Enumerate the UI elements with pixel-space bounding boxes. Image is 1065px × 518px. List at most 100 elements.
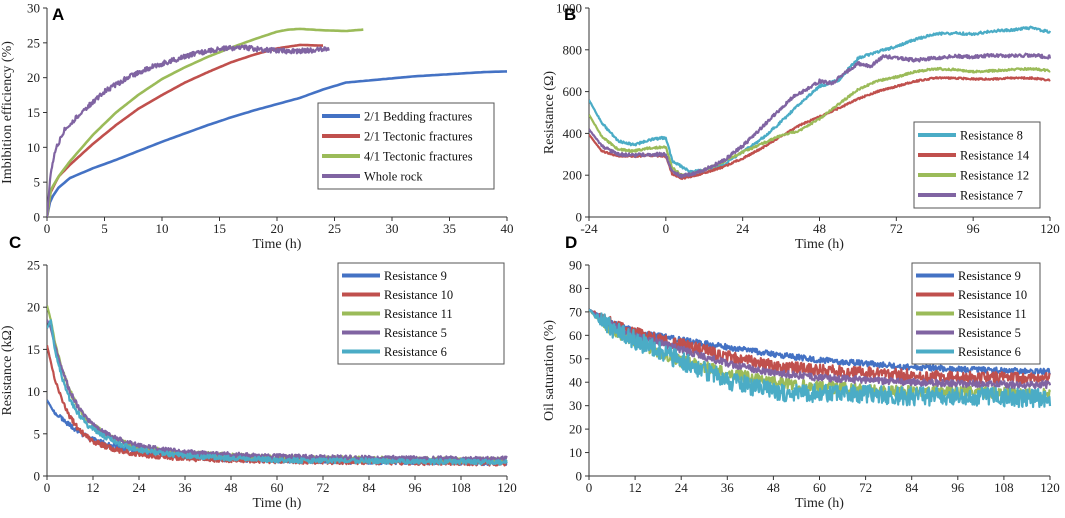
y-axis-label: Oil saturation (%): [542, 320, 557, 421]
y-tick-label: 0: [34, 469, 41, 484]
x-tick-label: 12: [629, 480, 642, 495]
y-tick-label: 40: [569, 375, 582, 390]
x-tick-label: 0: [44, 221, 51, 236]
legend-label: Resistance 12: [960, 169, 1029, 183]
y-tick-label: 50: [569, 351, 582, 366]
panel-letter: A: [52, 5, 64, 24]
x-tick-label: 5: [101, 221, 108, 236]
y-tick-label: 200: [563, 168, 583, 183]
y-tick-label: 30: [569, 398, 582, 413]
series-line-resistance-12: [589, 66, 1051, 177]
legend: Resistance 9 Resistance 10 Resistance 11 Re…: [911, 262, 1041, 365]
y-tick-label: 80: [569, 281, 582, 296]
panel-letter: B: [564, 5, 576, 24]
y-axis-label: Resistance (Ω): [542, 71, 557, 154]
x-tick-label: 40: [501, 221, 514, 236]
x-tick-label: 24: [133, 480, 147, 495]
y-tick-label: 400: [563, 126, 583, 141]
x-tick-label: 84: [363, 480, 377, 495]
y-tick-label: 800: [563, 42, 583, 57]
y-tick-label: 5: [34, 426, 41, 441]
y-tick-label: 25: [27, 258, 40, 273]
legend-label: Resistance 6: [384, 345, 447, 359]
x-tick-label: 0: [44, 480, 51, 495]
x-tick-label: 30: [386, 221, 399, 236]
y-tick-label: 5: [34, 175, 41, 190]
legend-label: Whole rock: [364, 170, 423, 184]
y-tick-label: 20: [27, 300, 40, 315]
series-line-resistance-6: [47, 319, 508, 466]
y-tick-label: 10: [27, 140, 40, 155]
x-tick-label: 12: [87, 480, 100, 495]
y-tick-label: 10: [27, 384, 40, 399]
x-tick-label: 96: [967, 221, 981, 236]
x-axis-label: Time (h): [253, 237, 302, 252]
x-tick-label: 15: [213, 221, 226, 236]
x-tick-label: 35: [443, 221, 456, 236]
chart-panel-a: A 0 5 10 15 20 25 30 35 40 0 5 10 15 20 25 30 Time (h) Imb…: [0, 1, 514, 253]
x-tick-label: -24: [580, 221, 598, 236]
y-tick-label: 20: [27, 70, 40, 85]
x-tick-label: 72: [859, 480, 872, 495]
legend-label: 2/1 Tectonic fractures: [364, 130, 473, 144]
series-line-resistance-7: [589, 52, 1052, 179]
y-tick-label: 600: [563, 84, 583, 99]
legend-label: Resistance 5: [384, 326, 447, 340]
legend-label: Resistance 5: [958, 326, 1021, 340]
x-tick-label: 120: [1040, 221, 1060, 236]
x-tick-label: 120: [1040, 480, 1060, 495]
legend-label: Resistance 11: [958, 307, 1027, 321]
x-tick-label: 48: [225, 480, 238, 495]
y-tick-label: 0: [576, 210, 583, 225]
series-line-2-1-bedding-fractures: [47, 70, 508, 217]
plot-area: [589, 25, 1052, 181]
legend-label: Resistance 9: [958, 269, 1021, 283]
x-axis-label: Time (h): [795, 496, 844, 511]
series-line-whole-rock: [47, 44, 330, 217]
legend: 2/1 Bedding fractures 2/1 Tectonic fractu…: [317, 102, 495, 190]
legend-label: Resistance 6: [958, 345, 1021, 359]
series-line-2-1-tectonic-fractures: [47, 43, 323, 217]
plot-area: [589, 308, 1052, 409]
x-tick-label: 0: [663, 221, 670, 236]
legend-label: Resistance 9: [384, 269, 447, 283]
plot-area: [47, 27, 508, 217]
series-line-resistance-5: [589, 308, 1052, 390]
x-tick-label: 25: [328, 221, 341, 236]
x-tick-label: 24: [736, 221, 750, 236]
y-axis-label: Resistance (kΩ): [0, 325, 15, 415]
chart-panel-c: C 0 12 24 36 48 60 72 84 96 108 120 0 5 10 15 20 25 Time (…: [0, 233, 517, 511]
x-tick-label: 108: [451, 480, 471, 495]
legend-label: Resistance 11: [384, 307, 453, 321]
legend: Resistance 8 Resistance 14 Resistance 12 Re…: [913, 121, 1041, 209]
panel-letter: D: [565, 233, 577, 252]
x-tick-label: 96: [409, 480, 423, 495]
x-tick-label: 36: [721, 480, 735, 495]
x-axis-label: Time (h): [795, 237, 844, 252]
x-tick-label: 72: [890, 221, 903, 236]
panel-letter: C: [9, 233, 21, 252]
x-tick-label: 60: [813, 480, 826, 495]
legend-label: 2/1 Bedding fractures: [364, 110, 472, 124]
x-tick-label: 24: [675, 480, 689, 495]
y-tick-label: 1000: [556, 1, 582, 16]
y-tick-label: 10: [569, 445, 582, 460]
x-tick-label: 96: [951, 480, 965, 495]
series-line-resistance-9: [589, 308, 1051, 376]
series-line-resistance-8: [589, 25, 1052, 175]
x-tick-label: 20: [271, 221, 284, 236]
legend-label: Resistance 10: [384, 288, 453, 302]
x-tick-label: 72: [317, 480, 330, 495]
x-tick-label: 120: [497, 480, 517, 495]
x-tick-label: 36: [179, 480, 193, 495]
x-tick-label: 60: [271, 480, 284, 495]
y-tick-label: 60: [569, 328, 582, 343]
y-tick-label: 20: [569, 422, 582, 437]
series-line-resistance-10: [589, 308, 1051, 386]
legend-label: Resistance 14: [960, 149, 1030, 163]
legend-label: Resistance 8: [960, 129, 1023, 143]
x-axis-label: Time (h): [253, 496, 302, 511]
x-tick-label: 0: [586, 480, 593, 495]
